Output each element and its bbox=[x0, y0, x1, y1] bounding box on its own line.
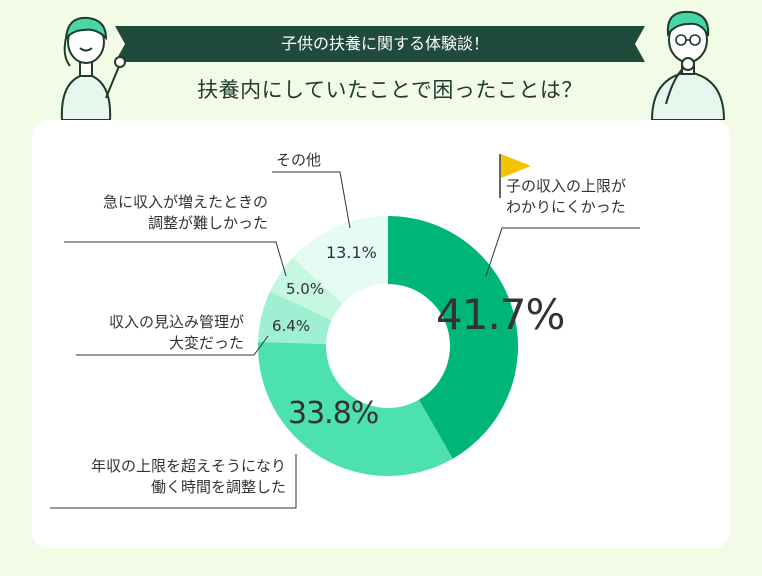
slice-label-2: 年収の上限を超えそうになり 働く時間を調整した bbox=[90, 457, 286, 496]
slice-label-3: 収入の見込み管理が 大変だった bbox=[108, 313, 244, 352]
leader-line-slice-3 bbox=[76, 335, 269, 356]
slice-label-4: 急に収入が増えたときの 調整が難しかった bbox=[102, 193, 268, 232]
donut-slice-4 bbox=[270, 257, 343, 320]
slice-value-2: 33.8% bbox=[288, 396, 379, 431]
title-banner bbox=[115, 26, 645, 62]
slice-value-4: 5.0% bbox=[286, 280, 325, 298]
leader-line-slice-5 bbox=[272, 171, 351, 229]
donut-slice-1 bbox=[388, 216, 518, 459]
header: 子供の扶養に関する体験談！ 扶養内にしていたことで困ったことは？ bbox=[0, 0, 762, 120]
donut-slice-2 bbox=[257, 341, 453, 476]
chart-card bbox=[32, 120, 730, 548]
flag-icon bbox=[499, 154, 531, 198]
woman-pointing-illustration bbox=[60, 16, 126, 120]
leader-line-slice-2 bbox=[50, 454, 297, 509]
slice-label-1: 子の収入の上限が わかりにくかった bbox=[506, 177, 627, 216]
donut-slice-5 bbox=[292, 216, 388, 304]
slice-label-5: その他 bbox=[276, 151, 322, 169]
man-thinking-illustration bbox=[650, 10, 726, 120]
banner-title: 子供の扶養に関する体験談！ bbox=[280, 34, 489, 53]
leader-line-slice-4 bbox=[64, 241, 287, 277]
donut-slice-3 bbox=[258, 291, 332, 345]
slice-value-1: 41.7% bbox=[436, 290, 565, 339]
leader-line-slice-1 bbox=[485, 227, 640, 277]
slice-value-5: 13.1% bbox=[326, 243, 377, 262]
slice-value-3: 6.4% bbox=[272, 317, 311, 335]
page-title: 扶養内にしていたことで困ったことは？ bbox=[197, 78, 583, 102]
